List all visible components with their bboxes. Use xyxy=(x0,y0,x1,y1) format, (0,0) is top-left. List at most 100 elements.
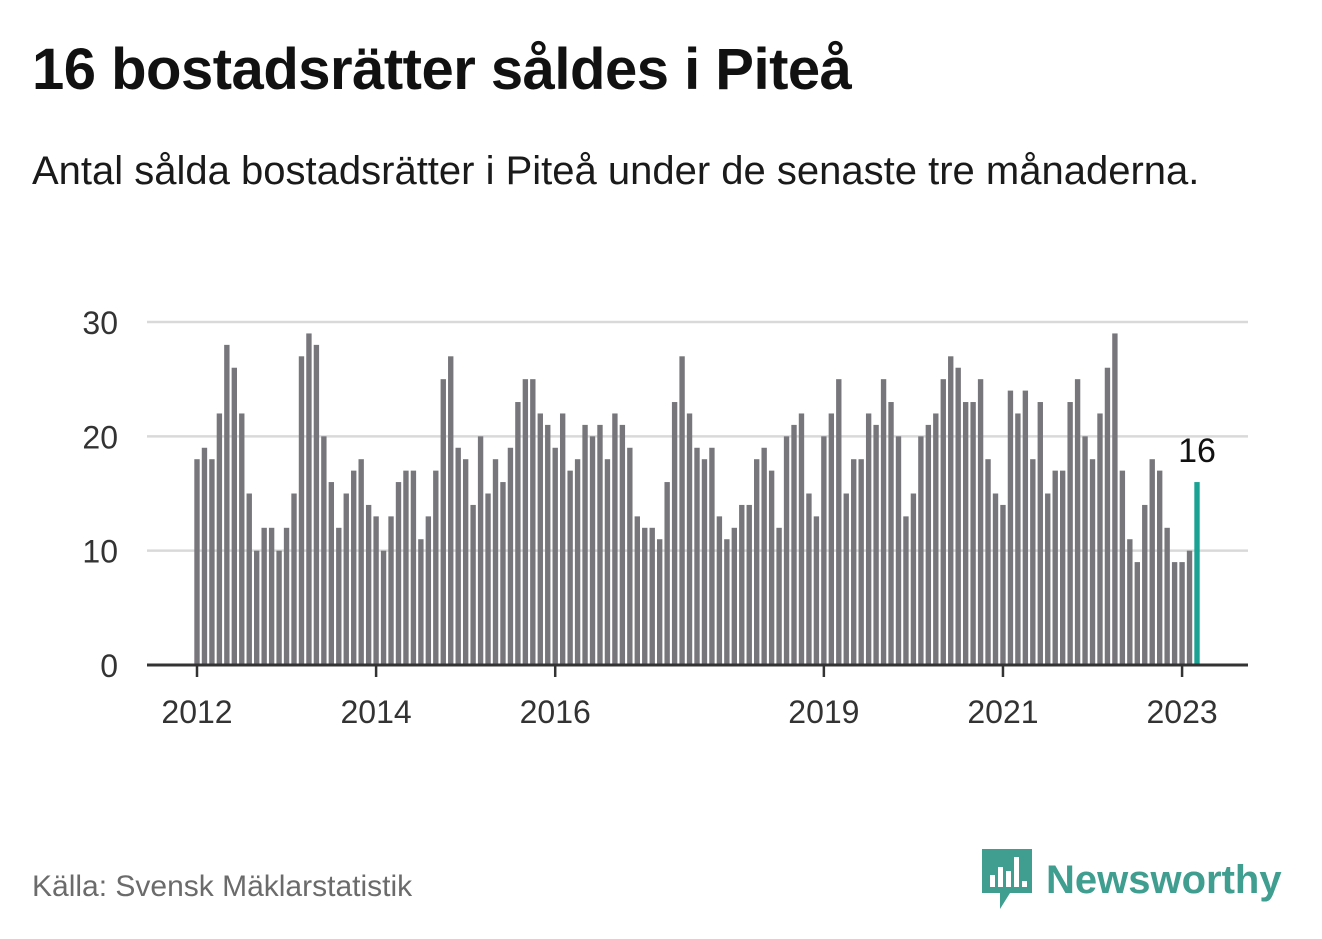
bar xyxy=(724,539,730,665)
bar xyxy=(291,493,297,665)
bar xyxy=(985,459,991,665)
bar xyxy=(642,527,648,665)
bar xyxy=(858,459,864,665)
bar xyxy=(537,413,543,665)
bar xyxy=(597,424,603,665)
bar xyxy=(1186,550,1193,665)
bar xyxy=(567,470,573,665)
bar xyxy=(209,459,215,665)
logo-bar xyxy=(1014,857,1019,887)
bar xyxy=(1059,470,1066,665)
bar xyxy=(1037,402,1043,665)
bar xyxy=(530,379,536,665)
bar xyxy=(358,459,364,665)
bar xyxy=(1179,562,1185,665)
bar xyxy=(821,436,827,665)
bar xyxy=(925,424,932,665)
bar xyxy=(276,550,282,665)
bar xyxy=(1134,562,1140,665)
bar xyxy=(470,504,476,665)
highlight-data-label: 16 xyxy=(1178,432,1216,470)
bar xyxy=(1067,402,1073,665)
bar xyxy=(619,424,626,665)
bar xyxy=(776,527,782,665)
bar xyxy=(798,413,805,665)
y-tick-label: 10 xyxy=(82,534,118,570)
bar xyxy=(992,493,999,665)
x-tick-label: 2012 xyxy=(161,694,232,730)
bar xyxy=(522,379,529,665)
bar xyxy=(1149,459,1155,665)
bar xyxy=(545,424,551,665)
bar xyxy=(761,447,767,665)
bar xyxy=(1142,504,1148,665)
bar xyxy=(283,527,290,665)
bar xyxy=(1082,436,1088,665)
bar xyxy=(604,459,611,665)
bar xyxy=(321,436,327,665)
bar xyxy=(768,470,775,665)
bar-chart: 0 10 20 30 2012 2014 2016 2019 2021 2023 16 xyxy=(82,305,1248,730)
bar xyxy=(403,470,409,665)
bar xyxy=(813,516,820,665)
bar xyxy=(433,470,439,665)
bar xyxy=(365,504,372,665)
bar xyxy=(739,504,745,665)
bar xyxy=(261,527,267,665)
bar xyxy=(216,413,223,665)
bar xyxy=(1104,367,1111,665)
bar xyxy=(455,447,461,665)
bar xyxy=(1164,527,1170,665)
bar xyxy=(933,413,939,665)
bar xyxy=(254,550,260,665)
bar xyxy=(589,436,596,665)
x-tick-label: 2021 xyxy=(967,694,1038,730)
bar xyxy=(410,470,417,665)
bar xyxy=(500,482,506,665)
bar xyxy=(224,344,230,665)
bar xyxy=(1157,470,1163,665)
bar xyxy=(306,333,312,665)
bar xyxy=(955,367,961,665)
bar xyxy=(425,516,432,665)
bar xyxy=(582,424,588,665)
x-tick-label: 2016 xyxy=(520,694,591,730)
x-tick-label: 2019 xyxy=(788,694,859,730)
bar xyxy=(448,356,454,665)
bar xyxy=(201,447,208,665)
bar xyxy=(298,356,305,665)
bar xyxy=(1089,459,1096,665)
bar xyxy=(940,379,946,665)
bar xyxy=(395,482,402,665)
y-tick-label: 20 xyxy=(82,419,118,455)
bar xyxy=(1022,390,1029,665)
bar xyxy=(657,539,663,665)
highlight-bar xyxy=(1194,482,1200,665)
bar xyxy=(1097,413,1103,665)
logo-bar xyxy=(998,867,1003,887)
bar xyxy=(515,402,521,665)
bar xyxy=(343,493,349,665)
bar xyxy=(612,413,618,665)
bar xyxy=(873,424,879,665)
bar xyxy=(388,516,394,665)
y-tick-label: 30 xyxy=(82,305,118,341)
bar xyxy=(664,482,670,665)
bar xyxy=(716,516,723,665)
bar xyxy=(746,504,752,665)
bar xyxy=(865,413,872,665)
bar xyxy=(970,402,976,665)
brand-logo: Newsworthy xyxy=(982,848,1282,912)
bar xyxy=(1030,459,1036,665)
bar xyxy=(492,459,499,665)
bar xyxy=(754,459,760,665)
bar xyxy=(634,516,640,665)
bar xyxy=(843,493,849,665)
bar xyxy=(888,402,894,665)
bar xyxy=(1112,333,1118,665)
bar xyxy=(701,459,708,665)
bar xyxy=(485,493,491,665)
y-tick-label: 0 xyxy=(100,648,118,684)
x-tick-label: 2023 xyxy=(1146,694,1217,730)
bar xyxy=(1074,379,1081,665)
